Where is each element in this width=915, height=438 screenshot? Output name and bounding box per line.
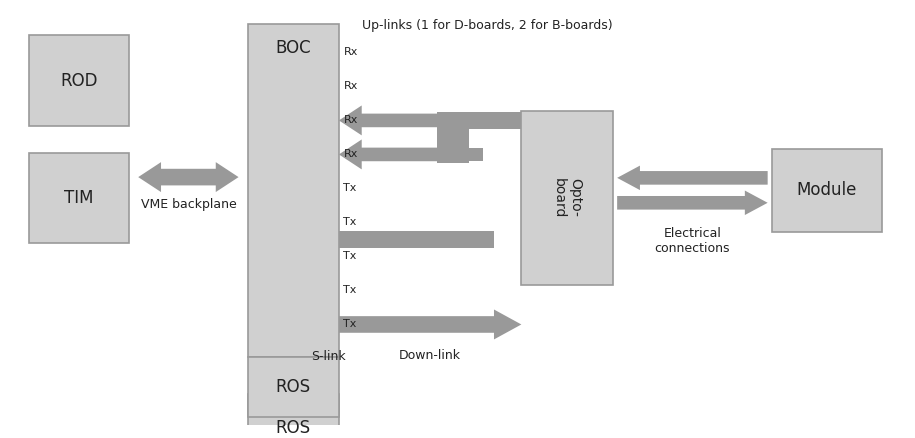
FancyBboxPatch shape — [436, 112, 469, 163]
FancyBboxPatch shape — [28, 35, 129, 126]
Text: ROS: ROS — [275, 378, 311, 396]
Polygon shape — [267, 345, 319, 357]
FancyBboxPatch shape — [453, 112, 522, 129]
Text: TIM: TIM — [64, 189, 93, 207]
Text: Rx: Rx — [343, 149, 358, 159]
Text: Tx: Tx — [343, 286, 357, 296]
Polygon shape — [339, 106, 458, 135]
FancyBboxPatch shape — [248, 24, 339, 357]
Bar — [458, 113, 522, 127]
FancyBboxPatch shape — [248, 357, 339, 417]
Text: Rx: Rx — [343, 47, 358, 57]
Polygon shape — [437, 113, 458, 161]
Text: ROD: ROD — [60, 72, 98, 90]
Bar — [437, 148, 483, 161]
FancyBboxPatch shape — [522, 111, 612, 285]
Polygon shape — [339, 139, 437, 170]
Bar — [339, 231, 494, 248]
Text: Rx: Rx — [343, 81, 358, 92]
Polygon shape — [617, 166, 768, 190]
Text: S-link: S-link — [311, 350, 346, 363]
Polygon shape — [339, 310, 522, 339]
Text: Module: Module — [797, 181, 857, 199]
Text: VME backplane: VME backplane — [141, 198, 236, 211]
FancyBboxPatch shape — [772, 149, 882, 232]
Text: Rx: Rx — [343, 116, 358, 125]
Polygon shape — [617, 191, 768, 215]
Text: Down-link: Down-link — [399, 349, 461, 362]
FancyBboxPatch shape — [248, 394, 339, 438]
FancyBboxPatch shape — [28, 152, 129, 243]
Text: Electrical
connections: Electrical connections — [654, 227, 730, 255]
Text: Opto-
board: Opto- board — [552, 178, 582, 218]
Polygon shape — [138, 162, 239, 192]
Text: Tx: Tx — [343, 217, 357, 227]
Text: Tx: Tx — [343, 184, 357, 194]
Text: Tx: Tx — [343, 319, 357, 329]
Text: Tx: Tx — [343, 251, 357, 261]
Text: ROS: ROS — [275, 419, 311, 438]
Text: Up-links (1 for D-boards, 2 for B-boards): Up-links (1 for D-boards, 2 for B-boards… — [361, 19, 612, 32]
Text: BOC: BOC — [275, 39, 311, 57]
